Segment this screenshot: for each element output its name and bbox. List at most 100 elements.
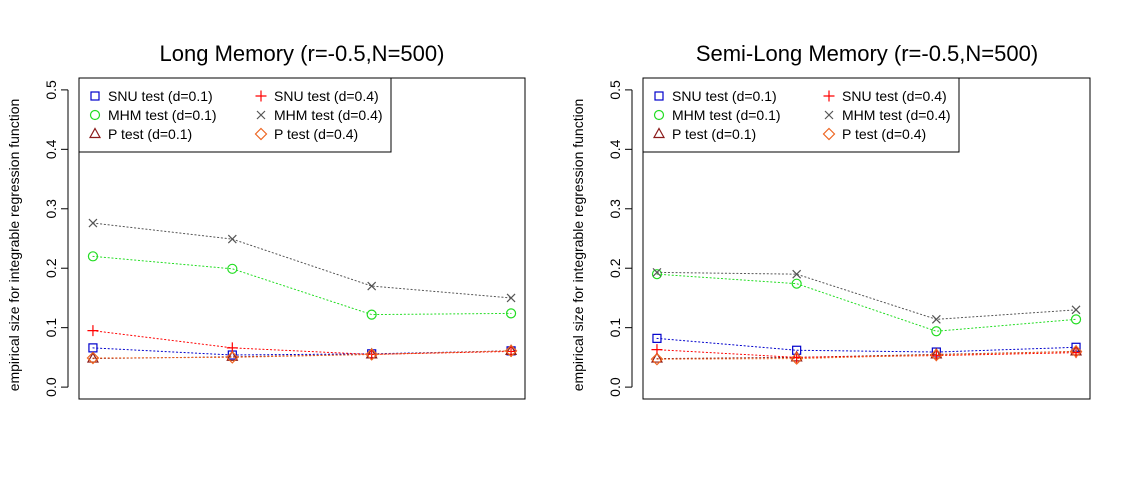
data-point [650,351,663,363]
legend: SNU test (d=0.1) MHM test (d=0.1) P test (… [78,77,392,153]
legend-entry: SNU test (d=0.4) [274,88,379,104]
data-point [505,345,517,357]
legend-marker [653,109,665,121]
legend-marker [88,127,102,139]
y-tick-label: 0.2 [607,258,623,278]
series-layer [650,267,1083,366]
legend-entry: MHM test (d=0.1) [672,107,781,123]
legend-entry: MHM test (d=0.1) [108,107,217,123]
y-axis-label: empirical size for integrable regression… [6,99,22,392]
series-line [92,255,512,316]
y-tick-label: 0.4 [607,139,623,159]
series-line [92,330,512,355]
data-point [1070,314,1082,325]
series-triangle [650,344,1083,363]
legend-box [642,77,960,153]
chart-title: Long Memory (r=-0.5,N=500) [160,41,445,66]
data-point [791,278,802,289]
y-tick-label: 0.5 [43,80,59,100]
y-tick-label: 0.3 [607,199,623,219]
y-tick-label: 0.3 [43,199,59,219]
data-point [929,348,943,362]
legend-entry: P test (d=0.1) [108,126,192,142]
data-point [88,218,98,228]
y-tick-label: 0.5 [607,80,623,100]
data-point [86,351,99,363]
y-axis: 0.0 0.1 0.2 0.3 0.4 0.5 [43,80,69,397]
data-point [931,326,942,337]
series-cross [88,218,516,303]
data-point [226,350,239,361]
data-point [790,352,804,365]
series-diamond [86,344,518,365]
data-point [87,325,99,337]
y-tick-label: 0.2 [43,258,59,278]
legend-marker [254,127,268,141]
legend-entry: P test (d=0.1) [672,126,756,142]
series-line [92,222,512,299]
legend: SNU test (d=0.1) MHM test (d=0.1) P test (… [642,77,960,153]
series-line [656,337,1077,353]
legend-marker [823,90,835,102]
series-square [652,333,1081,357]
legend-entry: SNU test (d=0.1) [672,88,777,104]
y-tick-label: 0.0 [607,377,623,397]
legend-marker [652,127,666,139]
data-point [792,269,802,279]
legend-entry: SNU test (d=0.1) [108,88,213,104]
series-line [656,271,1077,320]
series-triangle [86,344,518,363]
chart-title: Semi-Long Memory (r=-0.5,N=500) [696,41,1038,66]
chart-panel-semi-long-memory: Semi-Long Memory (r=-0.5,N=500) empirica… [570,41,1091,400]
series-line [656,273,1077,332]
chart-panel-long-memory: Long Memory (r=-0.5,N=500) empirical siz… [6,41,526,400]
legend-marker [822,127,836,141]
data-point [227,263,238,274]
legend-marker [824,110,834,120]
y-tick-label: 0.4 [43,139,59,159]
data-point [1071,305,1081,315]
series-plus [651,344,1082,363]
data-point [227,234,237,244]
legend-marker [256,110,266,120]
series-diamond [650,345,1083,366]
legend-marker [255,90,267,102]
legend-box [78,77,392,153]
series-cross [652,267,1081,324]
legend-marker [90,91,100,101]
data-point [505,308,517,319]
data-point [504,344,518,358]
data-point [652,267,662,277]
series-line [92,347,512,356]
series-layer [86,218,518,365]
y-axis-label: empirical size for integrable regression… [570,99,586,392]
legend-entry: P test (d=0.4) [842,126,926,142]
data-point [651,269,663,280]
data-point [506,293,516,303]
legend-entry: SNU test (d=0.4) [842,88,947,104]
series-line [92,350,512,359]
legend-marker [89,109,101,121]
legend-entry: MHM test (d=0.4) [274,107,383,123]
data-point [930,350,942,362]
data-point [86,351,100,365]
y-axis: 0.0 0.1 0.2 0.3 0.4 0.5 [607,80,633,397]
data-point [652,333,662,343]
data-point [367,281,377,291]
legend-entry: MHM test (d=0.4) [842,107,951,123]
y-tick-label: 0.0 [43,377,59,397]
data-point [1069,345,1083,358]
series-line [656,350,1077,360]
legend-marker [654,91,664,101]
data-point [365,348,379,361]
data-point [650,352,664,366]
series-circle [651,269,1082,337]
data-point [931,314,941,324]
data-point [225,351,239,364]
y-tick-label: 0.1 [43,318,59,338]
data-point [87,251,99,262]
series-circle [87,251,517,320]
y-tick-label: 0.1 [607,318,623,338]
series-line [656,350,1077,360]
